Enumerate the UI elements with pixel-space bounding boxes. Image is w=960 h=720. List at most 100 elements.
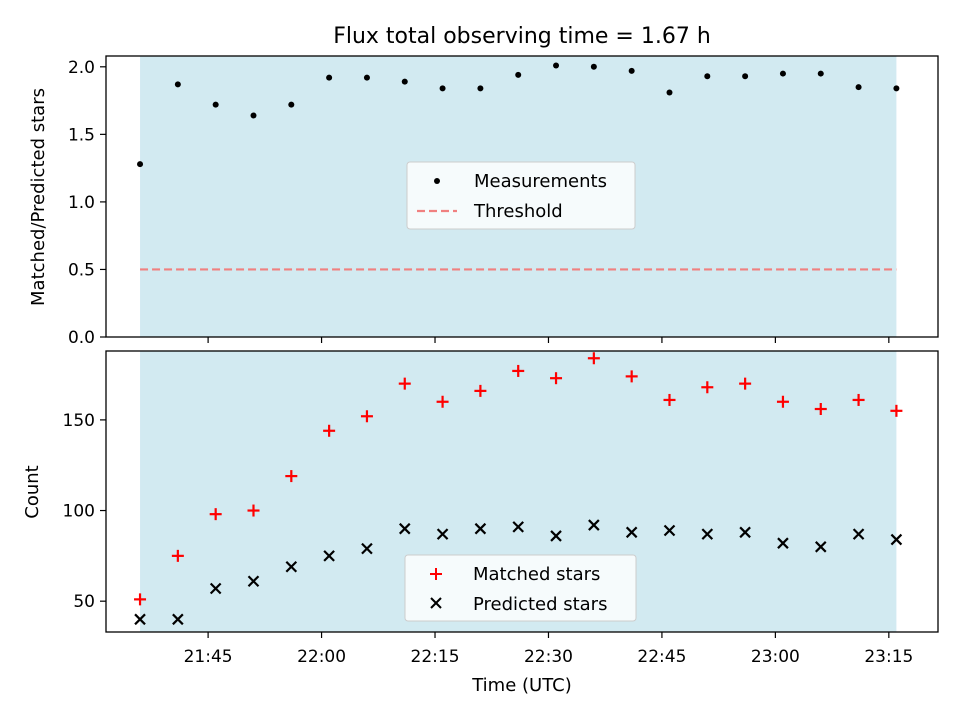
measurement-point bbox=[855, 84, 862, 91]
predicted-stars-point-stroke bbox=[701, 528, 714, 540]
predicted-stars-point-stroke bbox=[739, 526, 751, 539]
bottom-x-tick-label: 22:30 bbox=[524, 647, 573, 667]
predicted-stars-point-stroke bbox=[474, 522, 487, 535]
bottom-y-axis-label: Count bbox=[22, 465, 43, 518]
measurement-point bbox=[174, 81, 181, 88]
predicted-stars-point-stroke bbox=[777, 537, 789, 549]
top-legend-box bbox=[406, 161, 636, 230]
top-panel: 0.00.51.01.52.0 Matched/Predicted stars … bbox=[28, 55, 939, 348]
predicted-stars-point bbox=[247, 575, 260, 588]
top-y-tick-label: 0.0 bbox=[68, 328, 95, 348]
predicted-stars-point bbox=[814, 541, 827, 553]
predicted-stars-series bbox=[134, 519, 903, 626]
predicted-stars-point bbox=[436, 528, 449, 540]
measurement-point bbox=[137, 161, 144, 168]
matched-stars-point bbox=[171, 549, 184, 562]
x-axis-label: Time (UTC) bbox=[471, 675, 572, 696]
matched-stars-series bbox=[134, 352, 903, 606]
predicted-stars-point bbox=[852, 528, 865, 540]
bottom-y-tick-label: 150 bbox=[63, 411, 95, 431]
measurement-point bbox=[590, 63, 597, 70]
bottom-legend-box bbox=[404, 554, 637, 622]
top-y-tick-label: 2.0 bbox=[68, 58, 95, 78]
bottom-y-ticks: 50 100 150 bbox=[63, 411, 106, 612]
predicted-stars-point bbox=[625, 526, 638, 539]
top-y-tick-label: 0.5 bbox=[68, 260, 95, 280]
predicted-stars-point-stroke bbox=[550, 530, 562, 542]
measurement-point bbox=[326, 74, 333, 81]
measurement-point bbox=[779, 70, 786, 77]
matched-stars-point bbox=[701, 381, 714, 394]
predicted-stars-point-stroke bbox=[890, 533, 903, 546]
measurement-point bbox=[288, 101, 295, 108]
predicted-stars-point bbox=[474, 522, 487, 535]
measurement-point bbox=[401, 78, 408, 85]
matched-stars-point bbox=[550, 372, 563, 385]
predicted-stars-point-stroke bbox=[172, 613, 184, 626]
predicted-stars-point bbox=[361, 542, 373, 555]
predicted-stars-point-stroke bbox=[625, 526, 638, 539]
predicted-stars-point bbox=[134, 613, 146, 626]
measurement-point bbox=[515, 71, 522, 78]
matched-stars-point bbox=[209, 508, 222, 521]
predicted-stars-legend-marker bbox=[430, 597, 442, 609]
matched-stars-point bbox=[512, 364, 525, 377]
bottom-x-tick-label: 22:15 bbox=[411, 647, 460, 667]
predicted-stars-point bbox=[398, 522, 411, 535]
matched-stars-point bbox=[398, 377, 411, 390]
measurement-point bbox=[439, 85, 446, 92]
bottom-x-tick-label: 22:45 bbox=[637, 647, 686, 667]
top-y-tick-label: 1.0 bbox=[68, 193, 95, 213]
measurement-point bbox=[363, 74, 370, 81]
measurement-point bbox=[477, 85, 484, 92]
matched-stars-point bbox=[814, 403, 827, 416]
matched-stars-legend-marker bbox=[430, 568, 442, 580]
matched-stars-point bbox=[776, 395, 789, 408]
top-y-axis-label: Matched/Predicted stars bbox=[28, 88, 49, 306]
bottom-x-tick-label: 21:45 bbox=[184, 647, 233, 667]
bottom-x-tick-label: 23:15 bbox=[864, 647, 913, 667]
predicted-stars-point-stroke bbox=[285, 560, 298, 573]
predicted-stars-point-stroke bbox=[852, 528, 865, 540]
bottom-axes-frame bbox=[105, 350, 939, 633]
figure-title: Flux total observing time = 1.67 h bbox=[333, 24, 711, 49]
measurements-series bbox=[137, 62, 900, 168]
measurement-point bbox=[742, 73, 749, 80]
measurement-point bbox=[553, 62, 560, 69]
matched-stars-point bbox=[247, 504, 260, 517]
measurement-point bbox=[704, 73, 711, 80]
predicted-stars-legend-label: Predicted stars bbox=[473, 594, 607, 615]
bottom-y-tick-label: 100 bbox=[63, 502, 95, 522]
predicted-stars-point bbox=[739, 526, 751, 539]
predicted-stars-point bbox=[512, 521, 524, 533]
matched-stars-point bbox=[625, 370, 638, 383]
matched-stars-point bbox=[852, 393, 865, 406]
measurements-legend-label: Measurements bbox=[474, 171, 607, 192]
predicted-stars-point-stroke bbox=[588, 519, 600, 531]
predicted-stars-point-stroke bbox=[512, 521, 524, 533]
bottom-x-tick-label: 22:00 bbox=[297, 647, 346, 667]
matched-stars-point bbox=[663, 393, 676, 406]
predicted-stars-point-stroke bbox=[398, 522, 411, 535]
predicted-stars-point-stroke bbox=[663, 524, 676, 537]
matched-stars-point bbox=[134, 593, 147, 606]
top-legend: Measurements Threshold bbox=[406, 161, 636, 230]
predicted-stars-point-stroke bbox=[361, 542, 373, 555]
bottom-y-tick-label: 50 bbox=[73, 592, 95, 612]
matched-stars-point bbox=[323, 424, 336, 437]
bottom-x-tick-label: 23:00 bbox=[751, 647, 800, 667]
predicted-stars-point bbox=[588, 519, 600, 531]
measurement-point bbox=[250, 112, 257, 119]
predicted-stars-point bbox=[777, 537, 789, 549]
top-axes-frame bbox=[105, 55, 939, 338]
matched-stars-point bbox=[360, 410, 373, 423]
bottom-panel: 50 100 150 21:45 22:00 22:15 22:30 22:45 23:00 2… bbox=[22, 350, 939, 667]
threshold-legend-label: Threshold bbox=[473, 201, 563, 222]
predicted-stars-point bbox=[890, 533, 903, 546]
measurement-point bbox=[628, 67, 635, 74]
predicted-stars-point-stroke bbox=[814, 541, 827, 553]
predicted-stars-point-stroke bbox=[134, 613, 146, 626]
predicted-stars-point bbox=[701, 528, 714, 540]
matched-stars-point bbox=[474, 384, 487, 397]
